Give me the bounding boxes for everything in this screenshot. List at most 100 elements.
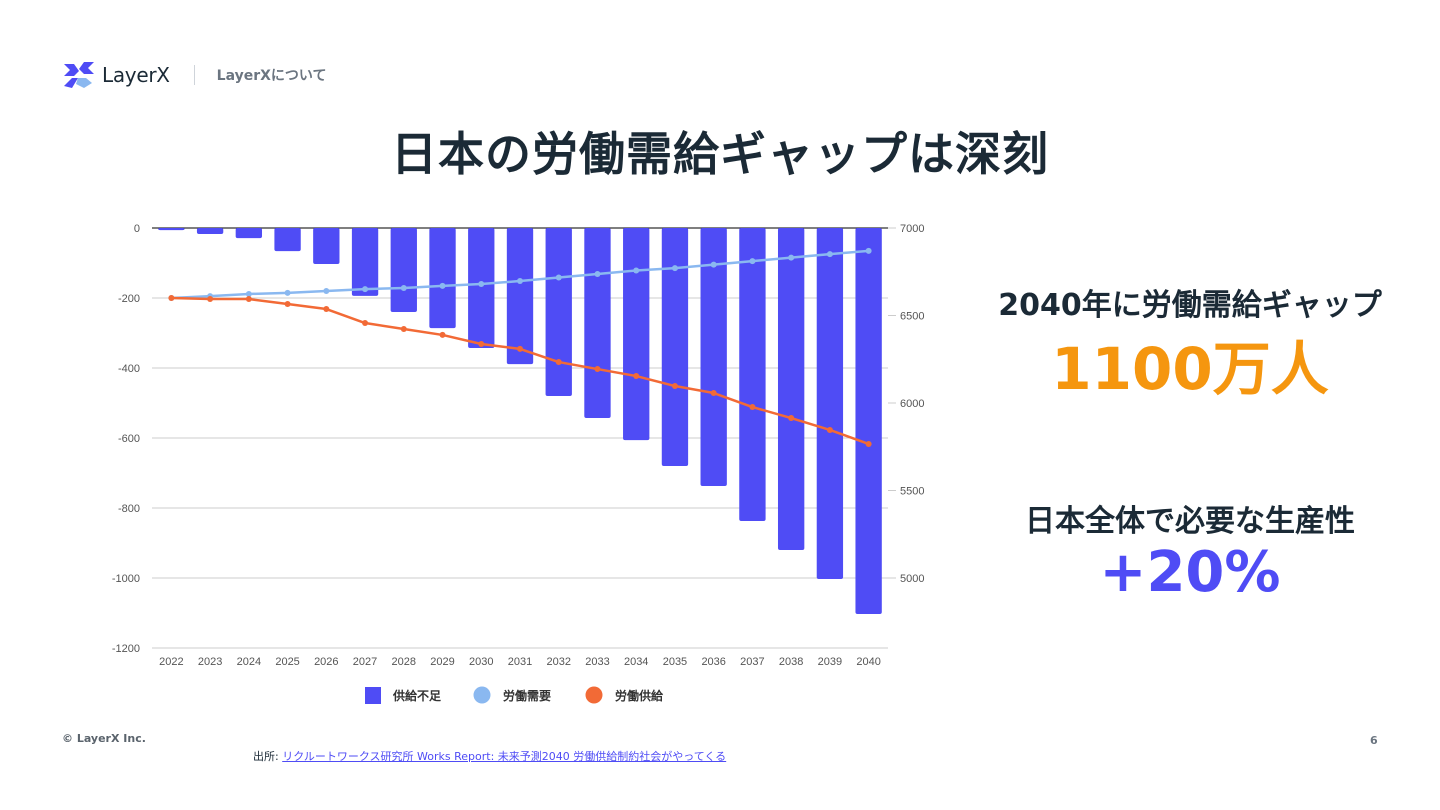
x-tick-label: 2029 (430, 656, 454, 668)
x-tick-label: 2035 (663, 656, 687, 668)
layerx-logo[interactable]: LayerX (62, 60, 170, 90)
point-supply-2040 (865, 440, 872, 447)
point-supply-2032 (555, 359, 562, 366)
x-tick-label: 2028 (392, 656, 416, 668)
point-demand-2030 (478, 281, 485, 287)
bar-shortage-2036 (700, 228, 727, 486)
point-supply-2027 (362, 320, 369, 327)
point-demand-2028 (400, 285, 407, 292)
point-demand-2027 (362, 286, 369, 293)
x-tick-label: 2023 (198, 656, 222, 668)
logo-text: LayerX (102, 63, 170, 87)
bar-shortage-2032 (545, 228, 572, 396)
point-demand-2033 (594, 271, 601, 278)
point-supply-2025 (284, 300, 291, 307)
point-demand-2025 (284, 289, 291, 296)
bar-shortage-2025 (274, 228, 301, 252)
page-number: 6 (1370, 734, 1378, 747)
x-tick-label: 2027 (353, 656, 377, 668)
productivity-value: +20% (1099, 540, 1281, 605)
x-tick-label: 2026 (314, 656, 338, 668)
point-demand-2040 (865, 247, 872, 254)
legend-label-shortage: 供給不足 (392, 688, 441, 703)
bar-shortage-2022 (158, 228, 185, 231)
point-supply-2026 (323, 306, 330, 313)
left-tick-label: -200 (118, 293, 140, 305)
source-prefix: 出所: (253, 750, 283, 763)
left-tick-label: -1000 (112, 573, 140, 585)
x-tick-label: 2022 (159, 656, 183, 668)
x-tick-label: 2039 (818, 656, 842, 668)
right-tick-label: 7000 (900, 223, 924, 235)
point-demand-2039 (826, 251, 833, 258)
x-tick-label: 2032 (546, 656, 570, 668)
bar-shortage-2030 (468, 228, 495, 349)
gap-value: 1100万人 (1051, 335, 1329, 403)
point-demand-2029 (439, 282, 446, 289)
point-demand-2034 (633, 267, 640, 274)
point-supply-2022 (168, 295, 175, 301)
bar-shortage-2037 (739, 228, 766, 521)
copyright: © LayerX Inc. (62, 732, 146, 745)
point-supply-2034 (633, 373, 640, 380)
bar-shortage-2035 (661, 228, 689, 466)
point-supply-2038 (788, 415, 795, 422)
point-supply-2029 (439, 331, 446, 338)
source-citation: 出所: リクルートワークス研究所 Works Report: 未来予測2040 … (253, 748, 726, 764)
point-demand-2024 (245, 290, 252, 297)
point-demand-2032 (555, 274, 562, 281)
productivity-label: 日本全体で必要な生産性 (1025, 504, 1355, 539)
x-tick-label: 2031 (508, 656, 532, 668)
gap-label: 2040年に労働需給ギャップ (998, 288, 1382, 323)
source-link[interactable]: リクルートワークス研究所 Works Report: 未来予測2040 労働供給… (282, 750, 727, 763)
bar-shortage-2038 (777, 228, 805, 550)
legend-label-supply: 労働供給 (615, 688, 664, 703)
right-tick-label: 6500 (900, 311, 924, 323)
bar-shortage-2024 (235, 228, 263, 239)
bar-shortage-2023 (196, 228, 224, 234)
right-tick-label: 5000 (900, 573, 924, 585)
point-supply-2031 (517, 345, 523, 352)
point-supply-2024 (245, 296, 252, 303)
right-tick-label: 5500 (900, 486, 924, 498)
point-supply-2030 (478, 341, 485, 348)
point-demand-2036 (710, 261, 717, 268)
legend-label-demand: 労働需要 (503, 688, 551, 703)
x-tick-label: 2040 (856, 656, 880, 668)
x-tick-label: 2036 (701, 656, 725, 668)
bar-shortage-2033 (584, 228, 611, 419)
layerx-logo-icon (64, 62, 94, 88)
point-supply-2028 (400, 325, 407, 332)
x-tick-label: 2033 (585, 656, 609, 668)
legend-swatch-supply (585, 686, 603, 704)
x-tick-label: 2034 (624, 656, 648, 668)
left-tick-label: -400 (118, 363, 140, 375)
legend-swatch-demand (473, 686, 491, 704)
section-label: LayerXについて (216, 68, 327, 84)
header-divider (193, 65, 195, 85)
point-demand-2026 (323, 288, 330, 294)
x-tick-label: 2024 (237, 656, 261, 668)
point-supply-2037 (749, 404, 756, 411)
point-demand-2035 (671, 265, 678, 272)
point-supply-2033 (594, 366, 601, 373)
bar-shortage-2027 (351, 228, 379, 296)
left-tick-label: -600 (118, 433, 140, 445)
point-supply-2039 (826, 426, 833, 433)
bar-shortage-2034 (623, 228, 650, 441)
bar-shortage-2029 (429, 228, 456, 329)
x-tick-label: 2030 (469, 656, 493, 668)
bar-shortage-2031 (506, 228, 534, 365)
bar-shortage-2026 (313, 228, 340, 265)
header: LayerX LayerXについて (62, 60, 327, 90)
point-demand-2037 (749, 258, 756, 265)
point-supply-2035 (671, 383, 678, 390)
point-supply-2036 (710, 390, 717, 397)
point-demand-2038 (788, 254, 795, 261)
left-tick-label: -1200 (112, 643, 140, 655)
x-tick-label: 2038 (779, 656, 803, 668)
x-tick-label: 2037 (740, 656, 764, 668)
right-tick-label: 6000 (900, 398, 924, 410)
point-supply-2023 (207, 296, 214, 303)
